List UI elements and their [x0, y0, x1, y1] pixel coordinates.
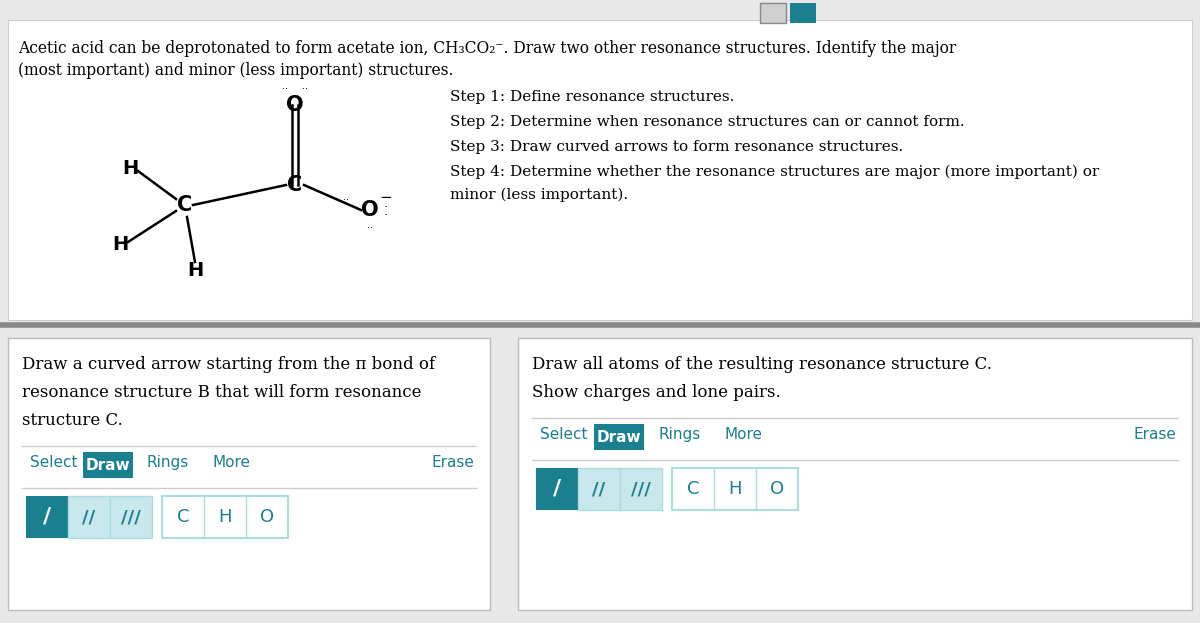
- Bar: [518, 338, 1192, 610]
- Bar: [760, 3, 786, 23]
- Bar: [68, 496, 110, 538]
- Text: ///: ///: [121, 508, 140, 526]
- Bar: [790, 3, 816, 23]
- Text: Show charges and lone pairs.: Show charges and lone pairs.: [532, 384, 781, 401]
- Text: structure C.: structure C.: [22, 412, 122, 429]
- Text: ///: ///: [631, 480, 650, 498]
- Bar: [536, 468, 578, 510]
- Text: /: /: [43, 507, 52, 527]
- Text: Erase: Erase: [431, 455, 474, 470]
- Bar: [578, 468, 620, 510]
- Text: H: H: [218, 508, 232, 526]
- Text: Draw all atoms of the resulting resonance structure C.: Draw all atoms of the resulting resonanc…: [532, 356, 992, 373]
- Text: O: O: [260, 508, 274, 526]
- Text: Draw a curved arrow starting from the π bond of: Draw a curved arrow starting from the π …: [22, 356, 436, 373]
- Text: More: More: [724, 427, 762, 442]
- Text: −: −: [379, 191, 392, 206]
- Text: Select: Select: [30, 455, 78, 470]
- Text: Step 2: Determine when resonance structures can or cannot form.: Step 2: Determine when resonance structu…: [450, 115, 965, 129]
- Text: Step 4: Determine whether the resonance structures are major (more important) or: Step 4: Determine whether the resonance …: [450, 165, 1099, 179]
- Text: Acetic acid can be deprotonated to form acetate ion, CH₃CO₂⁻. Draw two other res: Acetic acid can be deprotonated to form …: [18, 40, 956, 57]
- Bar: [620, 468, 662, 510]
- Text: resonance structure B that will form resonance: resonance structure B that will form res…: [22, 384, 421, 401]
- Text: C: C: [287, 175, 302, 195]
- Text: Step 1: Define resonance structures.: Step 1: Define resonance structures.: [450, 90, 734, 104]
- Text: minor (less important).: minor (less important).: [450, 188, 628, 202]
- Text: C: C: [176, 508, 190, 526]
- Text: ·: ·: [384, 209, 388, 222]
- Text: More: More: [214, 455, 251, 470]
- Text: ··: ··: [343, 195, 349, 205]
- Text: C: C: [686, 480, 700, 498]
- Text: H: H: [728, 480, 742, 498]
- Text: ··: ··: [302, 84, 308, 94]
- Text: ·: ·: [384, 201, 388, 214]
- Text: /: /: [553, 479, 562, 499]
- Bar: [162, 496, 288, 538]
- Bar: [26, 496, 68, 538]
- Text: Erase: Erase: [1133, 427, 1176, 442]
- Text: ··: ··: [282, 84, 288, 94]
- Bar: [594, 424, 644, 450]
- Text: (most important) and minor (less important) structures.: (most important) and minor (less importa…: [18, 62, 454, 79]
- Text: Draw: Draw: [596, 429, 641, 444]
- Bar: [672, 468, 798, 510]
- Text: O: O: [770, 480, 784, 498]
- Text: Select: Select: [540, 427, 588, 442]
- Bar: [110, 496, 152, 538]
- Text: //: //: [83, 508, 96, 526]
- Text: C: C: [178, 195, 193, 215]
- Text: Rings: Rings: [148, 455, 190, 470]
- Text: H: H: [187, 260, 203, 280]
- Text: Step 3: Draw curved arrows to form resonance structures.: Step 3: Draw curved arrows to form reson…: [450, 140, 904, 154]
- Text: H: H: [112, 235, 128, 255]
- Text: //: //: [593, 480, 606, 498]
- Bar: [83, 452, 133, 478]
- Text: H: H: [122, 158, 138, 178]
- Text: Rings: Rings: [658, 427, 701, 442]
- Text: O: O: [361, 200, 379, 220]
- Bar: [8, 20, 1192, 320]
- Text: ··: ··: [367, 223, 373, 233]
- Bar: [8, 338, 490, 610]
- Text: O: O: [286, 95, 304, 115]
- Text: Draw: Draw: [85, 457, 131, 472]
